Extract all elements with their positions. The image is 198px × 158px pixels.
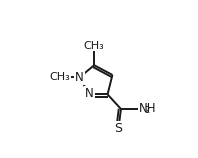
Text: 2: 2 [145, 106, 150, 115]
Text: N: N [75, 71, 84, 84]
Text: CH₃: CH₃ [84, 41, 105, 51]
Text: N: N [85, 87, 94, 100]
Text: CH₃: CH₃ [50, 72, 70, 82]
Text: S: S [114, 122, 123, 135]
Text: NH: NH [139, 102, 157, 115]
